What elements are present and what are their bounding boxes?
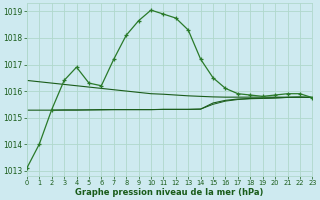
X-axis label: Graphe pression niveau de la mer (hPa): Graphe pression niveau de la mer (hPa) bbox=[76, 188, 264, 197]
